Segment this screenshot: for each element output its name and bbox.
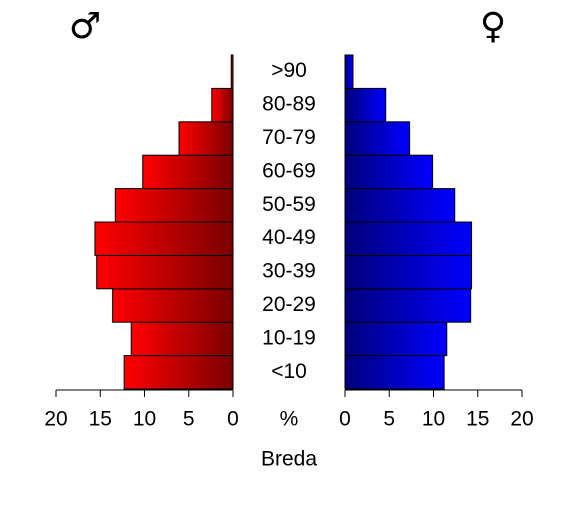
category-label: 10-19 xyxy=(262,326,316,349)
category-label: >90 xyxy=(271,59,307,82)
bar xyxy=(344,254,473,290)
bar xyxy=(114,188,234,223)
bar xyxy=(94,221,234,256)
x-tick-label: 5 xyxy=(183,408,195,431)
bar xyxy=(96,254,234,290)
category-label: 70-79 xyxy=(262,126,316,149)
category-label: 50-59 xyxy=(262,193,316,216)
category-label: 20-29 xyxy=(262,293,316,316)
legend-symbol: ♂ xyxy=(69,6,101,47)
x-tick-label: 20 xyxy=(44,408,67,431)
bar xyxy=(230,54,234,89)
bar xyxy=(344,54,354,89)
bar xyxy=(211,87,234,123)
category-label: 30-39 xyxy=(262,260,316,283)
x-tick-label: 15 xyxy=(466,408,489,431)
category-label: 40-49 xyxy=(262,226,316,249)
category-label: 80-89 xyxy=(262,93,316,116)
x-tick-label: 10 xyxy=(422,408,445,431)
bar xyxy=(344,288,472,323)
x-tick-label: 0 xyxy=(227,408,239,431)
x-axis-label: % xyxy=(280,408,299,431)
bar xyxy=(344,121,411,156)
category-label: <10 xyxy=(271,360,307,383)
bar xyxy=(112,288,234,323)
bar xyxy=(123,355,234,390)
x-tick-label: 15 xyxy=(89,408,112,431)
chart-title: Breda xyxy=(261,448,317,471)
bar xyxy=(344,188,456,223)
bar xyxy=(344,355,445,390)
bar xyxy=(130,321,234,357)
legend-symbol: ♀ xyxy=(480,6,506,47)
category-label: 60-69 xyxy=(262,159,316,182)
x-tick-label: 5 xyxy=(383,408,395,431)
bar xyxy=(142,154,234,190)
x-tick-label: 0 xyxy=(339,408,351,431)
x-tick-label: 10 xyxy=(133,408,156,431)
bar xyxy=(344,221,473,256)
bar xyxy=(344,321,448,357)
x-tick-label: 20 xyxy=(510,408,533,431)
bar xyxy=(344,87,387,123)
bar xyxy=(344,154,434,190)
bar xyxy=(178,121,234,156)
